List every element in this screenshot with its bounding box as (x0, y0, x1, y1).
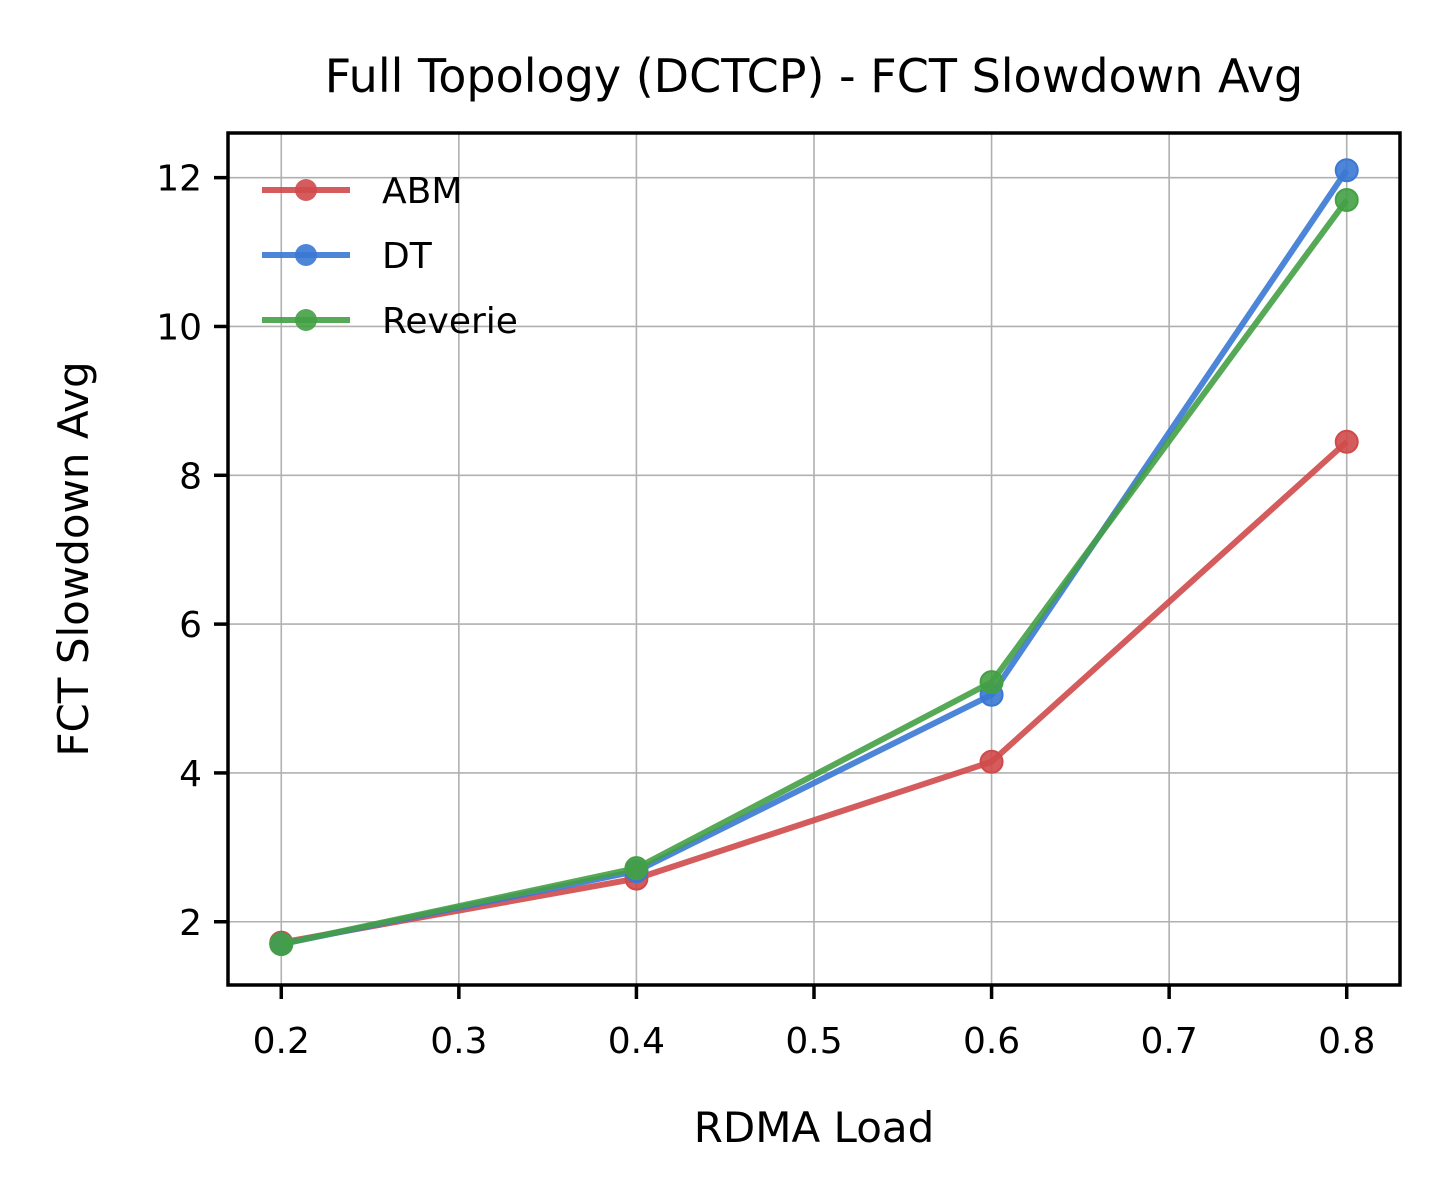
legend-item-abm: ABM (262, 171, 462, 212)
x-tick-label: 0.7 (1141, 1021, 1198, 1062)
legend-item-reverie: Reverie (262, 301, 518, 342)
legend-swatch-marker (295, 309, 317, 331)
y-tick-label: 10 (156, 307, 202, 348)
x-tick-label: 0.8 (1318, 1021, 1375, 1062)
legend-item-dt: DT (262, 236, 433, 277)
y-tick-label: 12 (156, 159, 202, 200)
series-reverie (269, 187, 1359, 957)
y-axis-label: FCT Slowdown Avg (49, 361, 98, 756)
legend: ABM DT Reverie (262, 171, 518, 342)
y-tick-label: 6 (179, 605, 202, 646)
plot-series (269, 158, 1359, 957)
y-tick-label: 2 (179, 903, 202, 944)
y-tick-label: 4 (179, 754, 202, 795)
legend-label: Reverie (382, 301, 518, 342)
x-axis-label: RDMA Load (694, 1103, 935, 1152)
series-line (280, 198, 1350, 948)
legend-label: DT (382, 236, 433, 277)
chart-title: Full Topology (DCTCP) - FCT Slowdown Avg (325, 49, 1304, 103)
legend-swatch-marker (295, 179, 317, 201)
x-tick-label: 0.6 (963, 1021, 1020, 1062)
legend-swatch-marker (295, 244, 317, 266)
x-tick-label: 0.5 (785, 1021, 842, 1062)
data-point (624, 856, 649, 881)
x-tick-label: 0.4 (608, 1021, 665, 1062)
data-point (979, 670, 1004, 695)
x-tick-label: 0.2 (253, 1021, 310, 1062)
data-point (1334, 158, 1359, 183)
data-point (979, 749, 1004, 774)
legend-label: ABM (382, 171, 462, 212)
data-point (1334, 429, 1359, 454)
data-point (1334, 187, 1359, 212)
y-tick-label: 8 (179, 456, 202, 497)
data-point (269, 932, 294, 957)
axis-ticks: 0.2 0.3 0.4 0.5 0.6 0.7 0.8 2 4 6 8 10 12 (156, 159, 1375, 1062)
x-tick-label: 0.3 (430, 1021, 487, 1062)
